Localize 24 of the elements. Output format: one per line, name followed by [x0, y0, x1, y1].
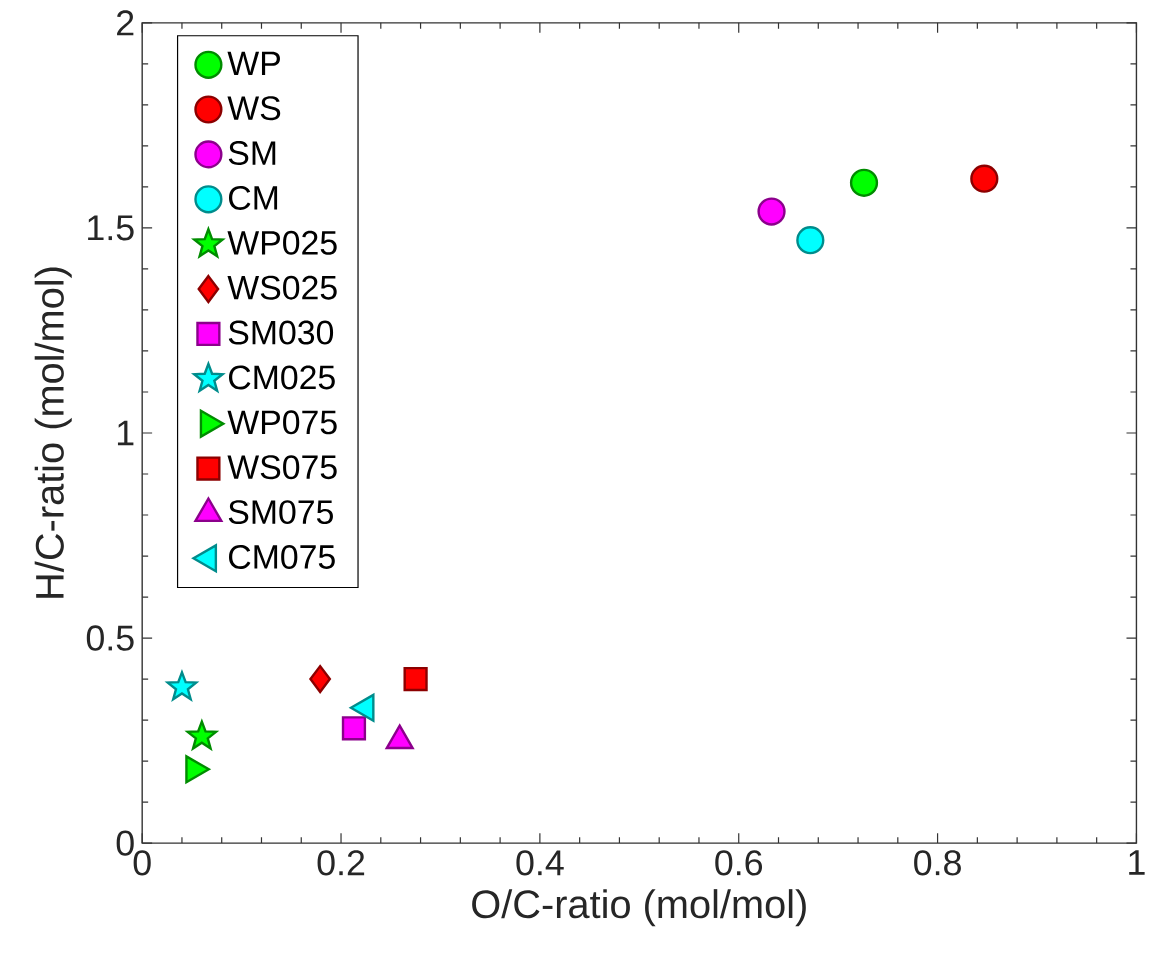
legend-label: CM075 [229, 544, 335, 569]
x-tick-label: 0.4 [516, 849, 564, 876]
legend-label: WS [227, 96, 281, 120]
legend-label: WS075 [227, 455, 337, 480]
y-tick-label: 1.5 [88, 215, 134, 241]
y-tick-label: 2 [117, 10, 134, 36]
legend-label: SM075 [228, 499, 333, 524]
x-tick-label: 0.6 [715, 849, 763, 876]
legend-label: WS025 [227, 275, 337, 300]
legend-label: SM030 [228, 320, 334, 345]
x-tick-label: 1 [1129, 849, 1145, 875]
y-tick-label: 1 [117, 420, 134, 446]
legend-label: CM [229, 185, 278, 210]
legend-label: WP025 [227, 230, 337, 255]
x-axis-title: O/C-ratio (mol/mol) [472, 888, 806, 927]
x-tick-label: 0.8 [914, 849, 961, 876]
y-tick-label: 0 [116, 830, 134, 856]
y-axis-title: H/C-ratio (mol/mol) [34, 267, 72, 598]
y-tick-label: 0.5 [86, 625, 134, 651]
x-tick-label: 0.2 [317, 849, 365, 876]
legend-label: WP [227, 51, 280, 75]
legend-label: SM [228, 140, 276, 165]
legend-label: WP075 [227, 410, 337, 435]
legend-label: CM025 [229, 365, 335, 390]
